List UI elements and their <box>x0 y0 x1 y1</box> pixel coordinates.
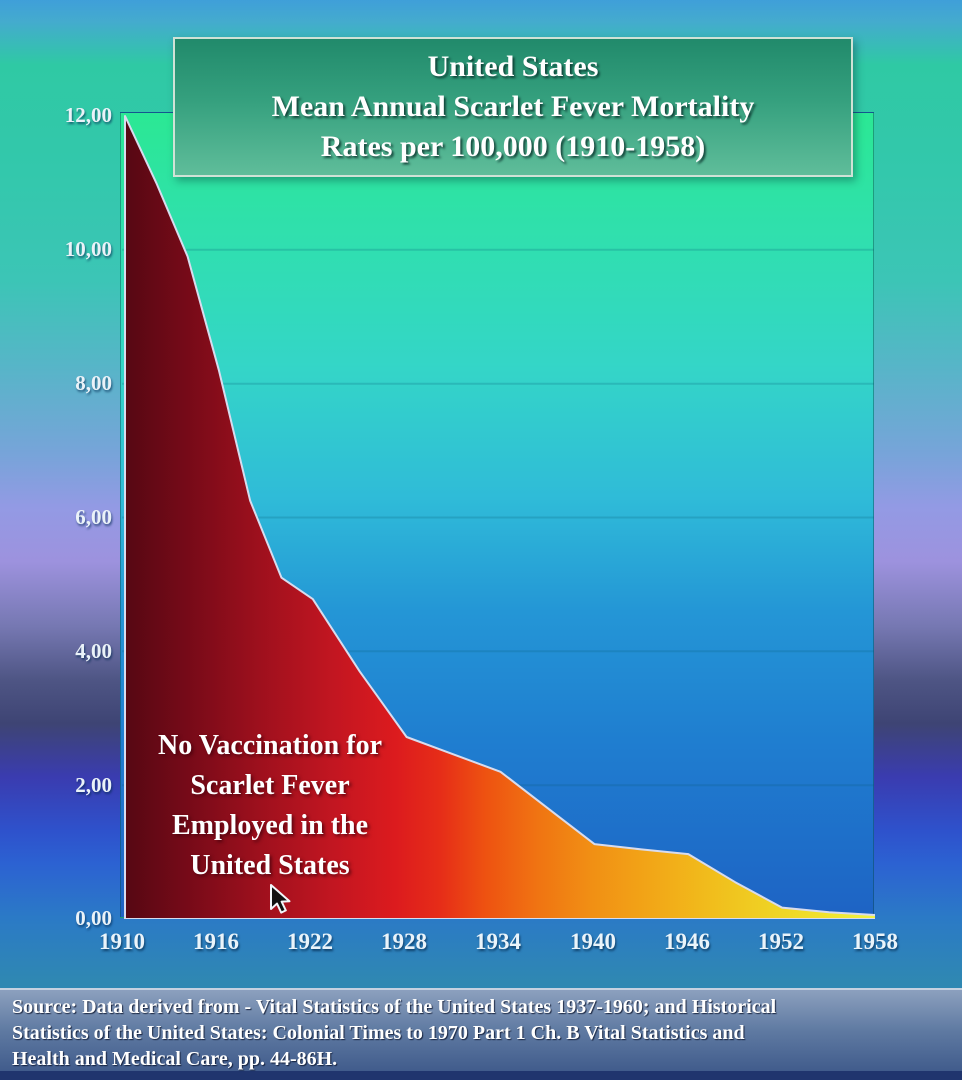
annotation-no-vaccination: No Vaccination for Scarlet Fever Employe… <box>120 726 420 886</box>
x-tick-label: 1910 <box>99 929 145 954</box>
y-tick-label: 10,00 <box>64 237 112 261</box>
annotation-line: United States <box>190 850 350 881</box>
y-tick-label: 2,00 <box>75 773 112 797</box>
x-tick-label: 1946 <box>664 929 710 954</box>
chart-title-box: United States Mean Annual Scarlet Fever … <box>173 37 853 177</box>
y-tick-label: 6,00 <box>75 505 112 529</box>
annotation-line: No Vaccination for <box>158 730 382 761</box>
mortality-area-series <box>124 115 875 919</box>
annotation-line: Employed in the <box>171 810 369 841</box>
x-tick-label: 1928 <box>381 929 427 954</box>
mouse-cursor-icon <box>270 884 291 914</box>
x-tick-label: 1952 <box>758 929 804 954</box>
chart-title-line: Rates per 100,000 (1910-1958) <box>320 130 706 163</box>
chart-plot-area <box>120 112 875 919</box>
chart-title-line: Mean Annual Scarlet Fever Mortality <box>271 90 755 123</box>
y-tick-label: 4,00 <box>75 639 112 663</box>
y-tick-label: 8,00 <box>75 371 112 395</box>
x-tick-label: 1916 <box>193 929 239 954</box>
y-tick-label: 12,00 <box>64 103 112 127</box>
annotation-line: Scarlet Fever <box>190 770 350 801</box>
x-tick-label: 1940 <box>570 929 616 954</box>
source-bar: Source: Data derived from - Vital Statis… <box>0 988 962 1080</box>
chart-title-line: United States <box>427 50 599 83</box>
x-tick-label: 1958 <box>852 929 898 954</box>
mortality-area-chart-svg <box>122 115 875 919</box>
y-tick-label: 0,00 <box>75 906 112 930</box>
x-tick-label: 1934 <box>475 929 521 954</box>
source-text-line: Source: Data derived from - Vital Statis… <box>12 996 777 1018</box>
source-text-line: Statistics of the United States: Colonia… <box>12 1022 745 1044</box>
x-tick-label: 1922 <box>287 929 333 954</box>
source-text-line: Health and Medical Care, pp. 44-86H. <box>12 1048 338 1070</box>
